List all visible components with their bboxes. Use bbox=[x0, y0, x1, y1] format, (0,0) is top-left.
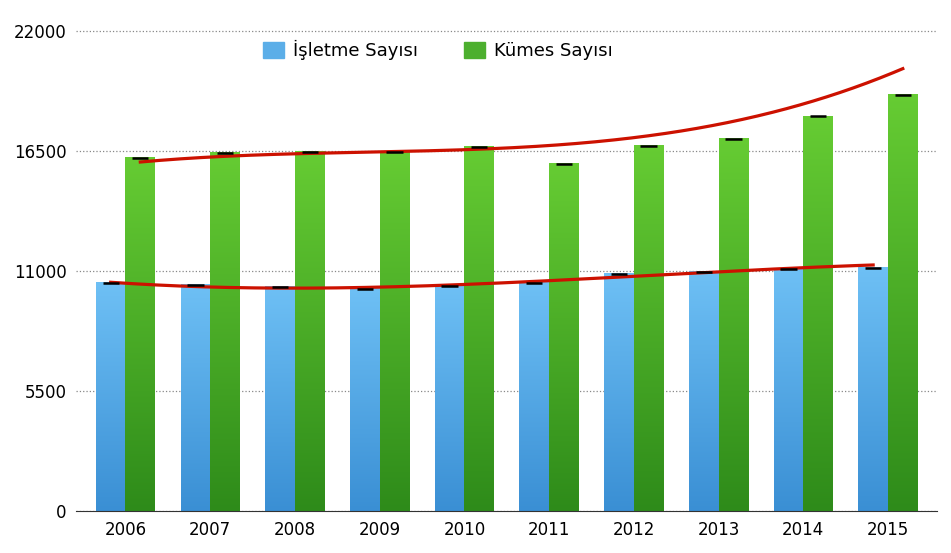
Legend: İşletme Sayısı, Kümes Sayısı: İşletme Sayısı, Kümes Sayısı bbox=[256, 33, 620, 67]
